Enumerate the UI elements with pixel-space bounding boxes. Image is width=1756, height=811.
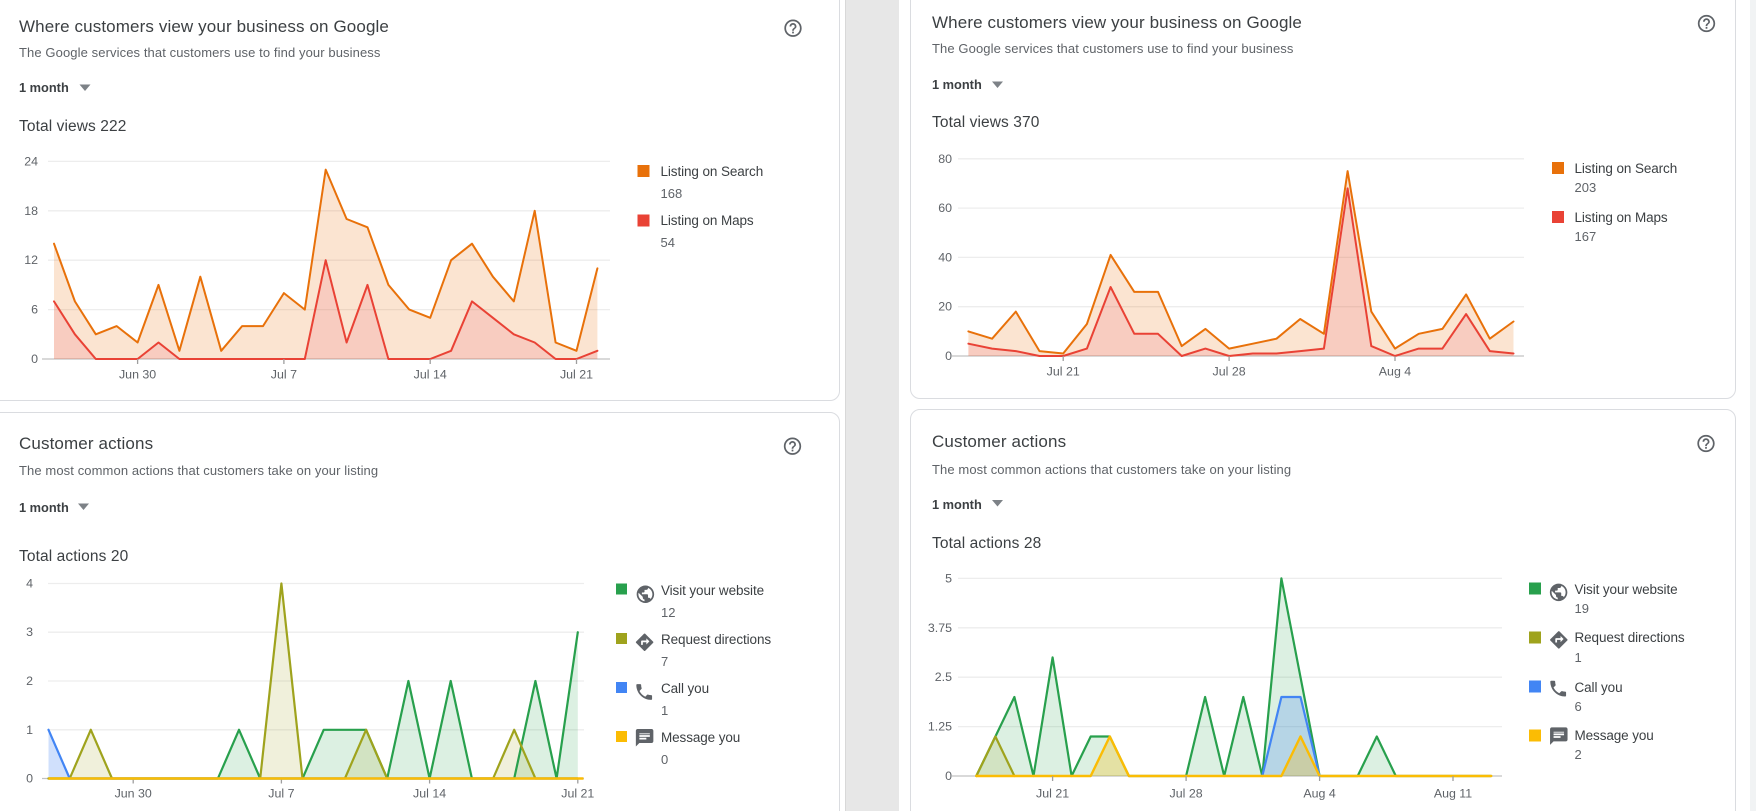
svg-text:40: 40 xyxy=(938,250,952,264)
svg-text:Jul 28: Jul 28 xyxy=(1213,365,1246,379)
svg-text:0: 0 xyxy=(31,352,38,366)
svg-text:1.25: 1.25 xyxy=(928,720,952,734)
svg-text:Jul 21: Jul 21 xyxy=(560,368,593,382)
svg-text:4: 4 xyxy=(26,577,33,591)
svg-text:1: 1 xyxy=(26,723,33,737)
svg-text:60: 60 xyxy=(938,201,952,215)
svg-text:2: 2 xyxy=(26,674,33,688)
svg-text:Aug 4: Aug 4 xyxy=(1379,365,1411,379)
svg-text:0: 0 xyxy=(945,769,952,783)
svg-text:3.75: 3.75 xyxy=(928,621,952,635)
svg-text:Jul 7: Jul 7 xyxy=(268,787,294,801)
svg-text:Jul 21: Jul 21 xyxy=(1036,787,1069,801)
svg-text:Jul 21: Jul 21 xyxy=(561,787,594,801)
svg-text:3: 3 xyxy=(26,625,33,639)
svg-text:Jun 30: Jun 30 xyxy=(115,787,152,801)
svg-text:6: 6 xyxy=(31,303,38,317)
svg-text:20: 20 xyxy=(938,300,952,314)
svg-text:Jul 21: Jul 21 xyxy=(1047,365,1080,379)
svg-text:0: 0 xyxy=(945,349,952,363)
svg-text:5: 5 xyxy=(945,571,952,585)
svg-text:Jul 14: Jul 14 xyxy=(413,787,446,801)
svg-text:Aug 4: Aug 4 xyxy=(1303,787,1335,801)
svg-text:Jul 14: Jul 14 xyxy=(414,368,447,382)
svg-text:12: 12 xyxy=(24,253,38,267)
svg-text:80: 80 xyxy=(938,152,952,166)
svg-text:Jun 30: Jun 30 xyxy=(119,368,156,382)
svg-text:Jul 28: Jul 28 xyxy=(1170,787,1203,801)
svg-text:24: 24 xyxy=(24,154,38,168)
svg-text:18: 18 xyxy=(24,204,38,218)
svg-text:2.5: 2.5 xyxy=(935,670,952,684)
svg-text:0: 0 xyxy=(26,772,33,786)
svg-text:Aug 11: Aug 11 xyxy=(1434,787,1472,801)
svg-text:Jul 7: Jul 7 xyxy=(271,368,297,382)
